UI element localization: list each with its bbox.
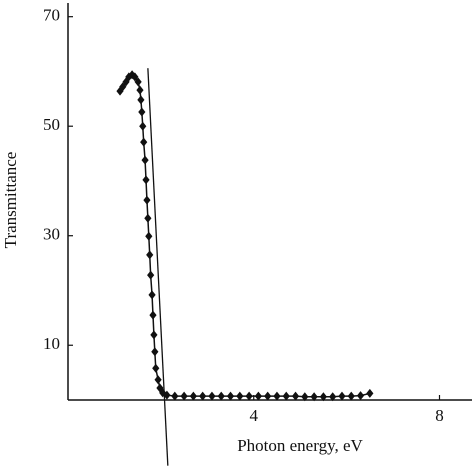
- data-point: [145, 231, 153, 241]
- data-point: [137, 95, 145, 105]
- data-point: [147, 270, 155, 280]
- data-point: [264, 391, 272, 401]
- data-point: [180, 391, 188, 401]
- data-point: [338, 391, 346, 401]
- data-point: [273, 391, 281, 401]
- x-axis-label: Photon energy, eV: [237, 436, 363, 455]
- data-point: [154, 375, 162, 385]
- data-point: [142, 175, 150, 185]
- data-point: [347, 391, 355, 401]
- y-tick-label: 50: [43, 115, 60, 134]
- data-point: [217, 391, 225, 401]
- data-point: [152, 363, 160, 373]
- data-point: [366, 388, 374, 398]
- data-point: [226, 391, 235, 401]
- y-tick-label: 10: [43, 334, 60, 353]
- data-point: [146, 250, 154, 260]
- data-point: [138, 107, 146, 117]
- y-axis-label: Transmittance: [1, 152, 20, 249]
- data-line: [119, 73, 371, 398]
- data-point: [140, 137, 148, 147]
- data-point: [310, 392, 318, 402]
- data-point: [141, 155, 149, 165]
- data-point: [143, 195, 151, 205]
- data-point: [189, 391, 197, 401]
- data-point: [144, 213, 152, 223]
- data-point: [254, 391, 262, 401]
- data-point: [199, 391, 207, 401]
- fit-line: [147, 68, 169, 466]
- data-point: [163, 390, 171, 400]
- data-point: [356, 391, 365, 401]
- data-point: [139, 121, 147, 131]
- y-tick-label: 70: [43, 6, 60, 25]
- data-point: [329, 392, 337, 402]
- data-point: [148, 290, 156, 300]
- data-point: [171, 391, 179, 401]
- data-point: [150, 330, 158, 340]
- data-point: [245, 391, 253, 401]
- data-point: [149, 310, 157, 320]
- data-point: [134, 77, 142, 87]
- data-point: [236, 391, 244, 401]
- data-point: [208, 391, 216, 401]
- x-tick-label: 4: [249, 406, 258, 425]
- x-tick-label: 8: [435, 406, 444, 425]
- data-point: [319, 392, 328, 402]
- data-point: [291, 391, 300, 401]
- data-point: [301, 392, 309, 402]
- data-point: [151, 347, 159, 357]
- data-point: [136, 85, 144, 95]
- data-point: [282, 391, 290, 401]
- y-tick-label: 30: [43, 225, 60, 244]
